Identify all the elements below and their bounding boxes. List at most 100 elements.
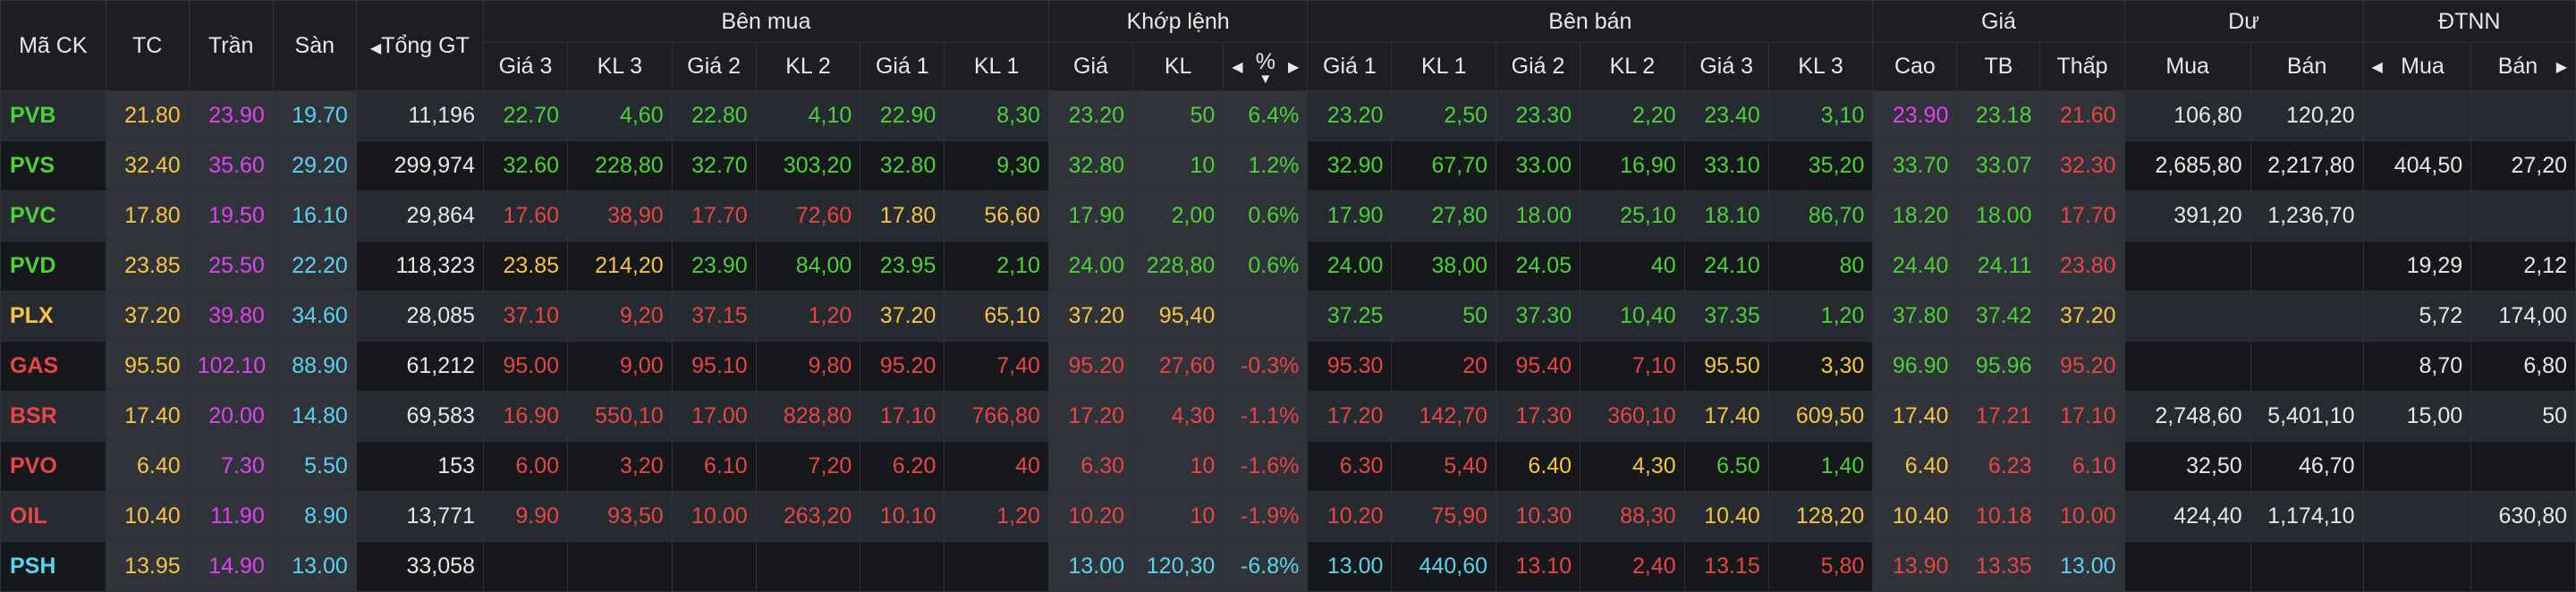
ask-cell: 2,40 [1580, 541, 1685, 592]
ceil-header[interactable]: Trần [188, 0, 274, 91]
symbol-header[interactable]: Mã CK [0, 0, 106, 91]
price-cell: 33.07 [1956, 140, 2041, 191]
price-cell: 10.00 [2039, 491, 2125, 542]
match-col-header[interactable]: Giá [1047, 42, 1134, 91]
bid-col-header[interactable]: Giá 1 [860, 42, 945, 91]
bid-col-header[interactable]: KL 3 [567, 42, 673, 91]
match-cell: 10 [1132, 441, 1224, 492]
floor-header[interactable]: Sàn [272, 0, 357, 91]
caret-left-icon[interactable]: ◀ [2371, 59, 2383, 75]
bid-cell: 550,10 [567, 391, 673, 442]
ask-cell: 95.50 [1683, 341, 1769, 392]
ask-cell: 2,20 [1580, 90, 1685, 141]
ask-cell: 4,30 [1580, 441, 1685, 492]
ask-cell: 95.40 [1496, 341, 1581, 392]
bid-cell: 7,40 [944, 341, 1049, 392]
ref-cell: 17.80 [105, 190, 190, 241]
bid-cell: 56,60 [944, 190, 1049, 241]
remain-cell: 2,685,80 [2123, 140, 2251, 191]
bid-cell: 4,10 [755, 90, 861, 141]
match-pct-header[interactable]: ◀ % ▼ ▶ [1223, 42, 1309, 91]
caret-right-icon[interactable]: ▶ [2555, 59, 2567, 75]
ask-cell: 16,90 [1580, 140, 1685, 191]
match-cell: -1.6% [1223, 441, 1309, 492]
foreign-cell: 630,80 [2470, 491, 2576, 542]
table-row[interactable]: GAS 95.50 102.10 88.90 61,212 95.00 9,00 95.10 9… [0, 341, 2576, 392]
bid-cell: 32.70 [671, 140, 757, 191]
match-cell: 6.30 [1047, 441, 1134, 492]
caret-right-icon[interactable]: ▶ [1288, 59, 1300, 75]
table-row[interactable]: OIL 10.40 11.90 8.90 13,771 9.90 93,50 10.00 263… [0, 491, 2576, 542]
caret-left-icon[interactable]: ◀ [369, 40, 382, 56]
ask-cell: 23.30 [1496, 90, 1581, 141]
match-cell [1223, 291, 1309, 342]
bid-col-header[interactable]: KL 1 [944, 42, 1049, 91]
bid-cell: 72,60 [755, 190, 861, 241]
ask-col-header[interactable]: KL 1 [1391, 42, 1497, 91]
bid-col-header[interactable]: Giá 2 [671, 42, 757, 91]
price-cell: 17.10 [2039, 391, 2125, 442]
price-col-header[interactable]: Cao [1872, 42, 1958, 91]
ref-cell: 95.50 [105, 341, 190, 392]
ref-cell: 13.95 [105, 541, 190, 592]
ask-col-header[interactable]: Giá 3 [1683, 42, 1769, 91]
table-row[interactable]: PVO 6.40 7.30 5.50 153 6.00 3,20 6.10 7,20 6.20 40… [0, 441, 2576, 492]
match-col-header[interactable]: KL [1132, 42, 1224, 91]
ref-header[interactable]: TC [105, 0, 190, 91]
total-value-cell: 33,058 [355, 541, 484, 592]
ask-col-header[interactable]: KL 2 [1580, 42, 1685, 91]
remain-group-header: Dư [2123, 0, 2364, 43]
total-value-header[interactable]: ◀Tổng GT [355, 0, 484, 91]
ask-cell: 86,70 [1767, 190, 1874, 241]
total-value-cell: 13,771 [355, 491, 484, 542]
ask-cell: 32.90 [1307, 140, 1393, 191]
table-row[interactable]: BSR 17.40 20.00 14.80 69,583 16.90 550,10 17.00… [0, 391, 2576, 442]
bid-cell [755, 541, 861, 592]
ask-col-header[interactable]: KL 3 [1767, 42, 1874, 91]
price-cell: 23.18 [1956, 90, 2041, 141]
price-col-header[interactable]: TB [1956, 42, 2041, 91]
foreign-cell: 19,29 [2362, 241, 2472, 292]
price-col-header[interactable]: Thấp [2039, 42, 2125, 91]
remain-col-header[interactable]: Mua [2123, 42, 2251, 91]
bid-cell: 6.20 [860, 441, 945, 492]
ask-cell: 23.40 [1683, 90, 1769, 141]
table-row[interactable]: PVD 23.85 25.50 22.20 118,323 23.85 214,20 23.9… [0, 241, 2576, 292]
foreign-buy-header[interactable]: ◀ Mua [2362, 42, 2472, 91]
table-row[interactable]: PVS 32.40 35.60 29.20 299,974 32.60 228,80 32.7… [0, 140, 2576, 191]
price-cell: 32.30 [2039, 140, 2125, 191]
table-row[interactable]: PSH 13.95 14.90 13.00 33,058 13.00 120,30 -6.8%… [0, 541, 2576, 592]
foreign-group-header: ĐTNN [2362, 0, 2576, 43]
ask-cell: 13.15 [1683, 541, 1769, 592]
ask-cell: 35,20 [1767, 140, 1874, 191]
ask-cell: 1,40 [1767, 441, 1874, 492]
table-row[interactable]: PLX 37.20 39.80 34.60 28,085 37.10 9,20 37.15 1,… [0, 291, 2576, 342]
bid-cell: 65,10 [944, 291, 1049, 342]
remain-cell: 46,70 [2250, 441, 2364, 492]
price-cell: 33.70 [1872, 140, 1958, 191]
ask-cell: 25,10 [1580, 190, 1685, 241]
remain-cell: 2,217,80 [2250, 140, 2364, 191]
bid-col-header[interactable]: KL 2 [755, 42, 861, 91]
sort-down-icon[interactable]: ▼ [1258, 72, 1273, 87]
foreign-sell-header[interactable]: Bán ▶ [2470, 42, 2576, 91]
price-cell: 13.90 [1872, 541, 1958, 592]
remain-col-header[interactable]: Bán [2250, 42, 2364, 91]
bid-cell: 2,10 [944, 241, 1049, 292]
remain-cell: 120,20 [2250, 90, 2364, 141]
remain-cell [2123, 291, 2251, 342]
ask-col-header[interactable]: Giá 2 [1496, 42, 1581, 91]
bid-col-header[interactable]: Giá 3 [482, 42, 569, 91]
price-cell: 6.10 [2039, 441, 2125, 492]
ask-col-header[interactable]: Giá 1 [1307, 42, 1393, 91]
table-row[interactable]: PVB 21.80 23.90 19.70 11,196 22.70 4,60 22.80 4,… [0, 90, 2576, 141]
bid-cell: 37.15 [671, 291, 757, 342]
table-row[interactable]: PVC 17.80 19.50 16.10 29,864 17.60 38,90 17.70 7… [0, 190, 2576, 241]
bid-cell: 32.60 [482, 140, 569, 191]
match-cell: 6.4% [1223, 90, 1309, 141]
price-cell: 95.20 [2039, 341, 2125, 392]
caret-left-icon[interactable]: ◀ [1232, 59, 1243, 75]
symbol-cell: OIL [0, 491, 106, 542]
remain-cell: 1,174,10 [2250, 491, 2364, 542]
